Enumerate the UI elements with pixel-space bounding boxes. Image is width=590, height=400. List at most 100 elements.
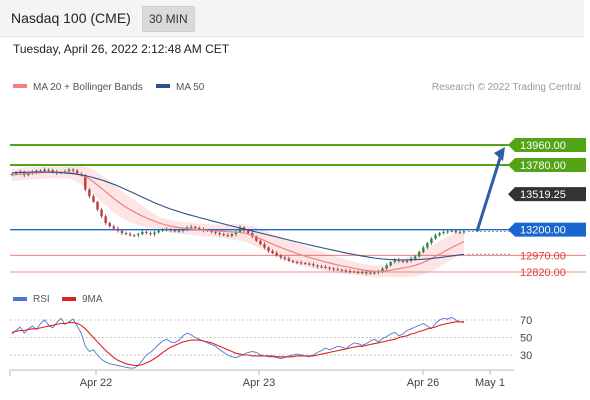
candle-body-42 [181,229,185,231]
candle-body-70 [295,261,299,263]
bollinger-bands [12,165,464,278]
candle-body-45 [194,226,197,228]
candle-body-34 [149,233,152,235]
candle-body-16 [75,170,79,174]
candle-body-97 [405,260,409,262]
candle-body-105 [438,233,441,236]
candle-body-100 [418,251,421,257]
candle-body-35 [153,232,156,235]
last-price-label: 13519.25 [520,189,566,201]
candle-body-89 [373,272,376,274]
candle-body-59 [251,233,254,237]
candle-body-63 [267,247,270,251]
candle-body-13 [63,171,67,173]
candle-body-50 [214,231,217,234]
candle-body-94 [393,259,396,262]
candle-body-22 [100,209,103,217]
rsi-ma-line [11,321,464,367]
candle-body-23 [104,216,107,223]
x-tick-label-2: Apr 26 [407,377,439,389]
bollinger-band-area [12,165,464,278]
candle-body-37 [161,229,164,231]
rsi-legend: RSI 9MA [13,294,103,305]
candle-body-54 [230,234,234,236]
annotations: 13519.25 [468,147,586,255]
level-box-1 [508,158,586,173]
candle-body-99 [413,256,417,259]
level-label-1: 13780.00 [520,160,566,172]
candle-body-55 [234,231,238,235]
candle-body-78 [328,267,331,269]
candle-body-66 [279,255,282,258]
candle-body-19 [88,189,91,197]
candle-body-28 [124,233,128,235]
candle-body-86 [360,272,364,274]
candle-body-56 [238,227,242,232]
timeframe-button[interactable]: 30 MIN [142,6,195,32]
header-bar: Nasdaq 100 (CME) 30 MIN [0,0,584,37]
candle-body-84 [352,271,356,273]
candle-body-44 [189,226,193,228]
candle-body-75 [316,265,319,267]
watermark: Research © 2022 Trading Central [432,82,581,93]
x-axis: Apr 22 Apr 23 Apr 26 May 1 [80,370,505,389]
candle-body-15 [71,169,75,171]
candle-body-106 [442,231,445,234]
level-label-2: 13200.00 [520,225,566,237]
candle-body-111 [462,231,466,233]
legend-label-9ma: 9MA [82,294,103,305]
candle-body-46 [198,227,201,230]
candle-body-38 [165,229,168,231]
ma20-line [11,171,465,273]
candle-body-53 [226,235,230,237]
candle-body-88 [369,273,372,275]
candle-body-61 [259,240,262,245]
candle-body-14 [67,169,71,172]
candle-body-4 [27,173,30,176]
x-tick-label-1: Apr 23 [243,377,275,389]
candle-body-29 [128,234,132,236]
rsi-panel: 70 50 30 [10,315,532,369]
level-label-3: 12970.00 [520,250,566,262]
rsi-tick-label-0: 70 [520,315,532,327]
candle-body-69 [291,260,295,262]
level-label-4: 12820.00 [520,267,566,279]
legend-swatch-ma20 [13,84,27,88]
candle-body-7 [39,170,42,172]
candle-body-10 [51,170,54,172]
candle-body-9 [47,169,50,171]
level-box-2 [508,222,586,237]
candle-body-8 [43,169,46,172]
candle-body-1 [14,172,18,174]
forecast-arrow-head [494,147,505,161]
candle-body-40 [173,230,177,232]
candle-body-65 [275,253,278,256]
candle-body-67 [283,257,287,259]
rsi-tick-label-2: 30 [520,350,532,362]
candle-body-68 [287,258,291,261]
candle-body-41 [177,230,181,232]
x-tick-label-0: Apr 22 [80,377,112,389]
candle-body-103 [430,238,433,244]
candle-body-39 [169,229,173,231]
candle-body-26 [116,228,120,231]
legend-swatch-rsi [13,297,27,301]
candle-body-108 [450,230,453,232]
price-levels: 13960.00 13780.00 13200.00 12970.00 12820.00 [10,138,586,279]
moving-averages [11,171,465,273]
candle-body-109 [454,230,458,233]
candlesticks [10,167,466,276]
candle-body-87 [365,272,368,274]
candle-body-96 [401,260,405,262]
candle-body-79 [332,268,335,270]
level-box-0 [508,138,586,152]
candle-body-58 [246,230,250,234]
legend-label-ma20: MA 20 + Bollinger Bands [33,82,143,93]
timestamp: Tuesday, April 26, 2022 2:12:48 AM CET [13,42,230,56]
candle-body-21 [96,201,99,210]
forecast-arrow-shaft [475,154,503,232]
candle-body-31 [137,234,140,236]
candle-body-82 [344,270,348,272]
